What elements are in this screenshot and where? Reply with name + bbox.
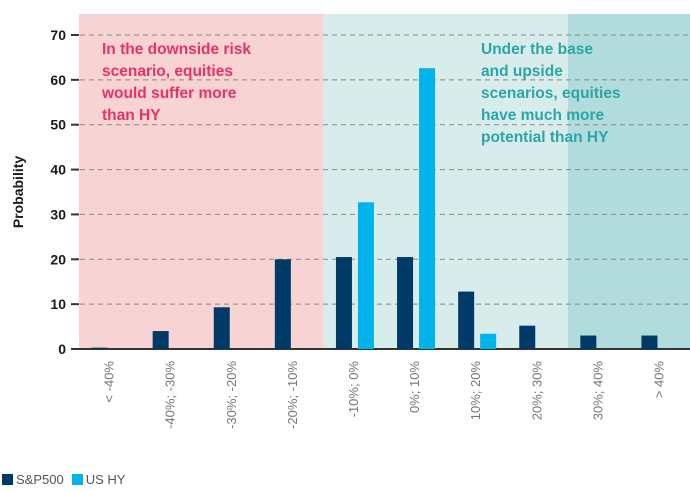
annotation-line: scenarios, equities [481,85,621,102]
legend-label-sp500: S&P500 [16,472,64,487]
annotation-line: In the downside risk [102,41,251,58]
x-tick-label: 0%; 10% [407,361,422,413]
annotation-line: scenario, equities [102,63,233,80]
y-tick-label: 10 [50,296,66,312]
legend-swatch-ushy [71,474,83,485]
y-tick-label: 0 [58,341,66,357]
annotation-line: potential than HY [481,129,609,146]
y-tick-labels: 0 10 20 30 40 50 60 70 [50,27,66,357]
region-2 [567,14,690,349]
bars [91,68,658,350]
annotation-0: In the downside risk scenario, equities wo… [101,41,251,124]
legend-swatch-sp500 [2,474,13,485]
bar-sp500 [519,325,536,349]
bar-sp500 [641,335,658,349]
annotations: In the downside risk scenario, equities wo… [101,41,621,146]
bar-sp500 [274,259,291,349]
x-tick-label: 20%; 30% [529,361,544,421]
background-regions [79,14,690,349]
y-axis-label: Probability [10,156,26,229]
x-tick-label: 30%; 40% [590,361,605,421]
legend-item-sp500: S&P500 [2,472,64,487]
bar-sp500 [91,347,108,349]
bar-ushy [357,202,374,349]
annotation-line: and upside [481,63,563,80]
bar-ushy [480,333,497,349]
y-tick-label: 70 [50,27,66,43]
bar-ushy [419,68,436,350]
chart: 0 10 20 30 40 50 60 70 < -40% -40%; -30% -30%; -2… [10,14,690,429]
x-tick-label: 10%; 20% [468,361,483,421]
bar-sp500 [152,331,169,349]
y-tick-label: 30 [50,206,66,222]
legend-label-ushy: US HY [85,472,126,487]
annotation-line: than HY [102,107,161,124]
legend: S&P500 US HY [2,472,133,487]
x-tick-labels: < -40% -40%; -30% -30%; -20% -20%; -10% -10%… [102,361,667,429]
annotation-1: Under the base and upside scenarios, equit… [481,41,621,146]
x-tick-label: -40%; -30% [163,361,178,429]
y-tick-label: 40 [50,162,66,178]
x-tick-label: -10%; 0% [346,361,361,418]
y-tick-label: 50 [50,117,66,133]
bar-sp500 [397,257,414,349]
x-tick-label: > 40% [651,361,666,399]
annotation-line: would suffer more [101,85,237,102]
bar-sp500 [213,307,230,349]
legend-item-ushy: US HY [71,472,126,487]
annotation-line: have much more [481,107,605,124]
annotation-line: Under the base [481,41,593,58]
x-tick-label: -20%; -10% [285,361,300,429]
x-tick-label: < -40% [102,361,117,403]
x-tick-label: -30%; -20% [224,361,239,429]
bar-sp500 [335,257,352,349]
bar-sp500 [458,291,475,349]
y-tick-label: 20 [50,251,66,267]
bar-sp500 [580,335,597,349]
y-tick-label: 60 [50,72,66,88]
